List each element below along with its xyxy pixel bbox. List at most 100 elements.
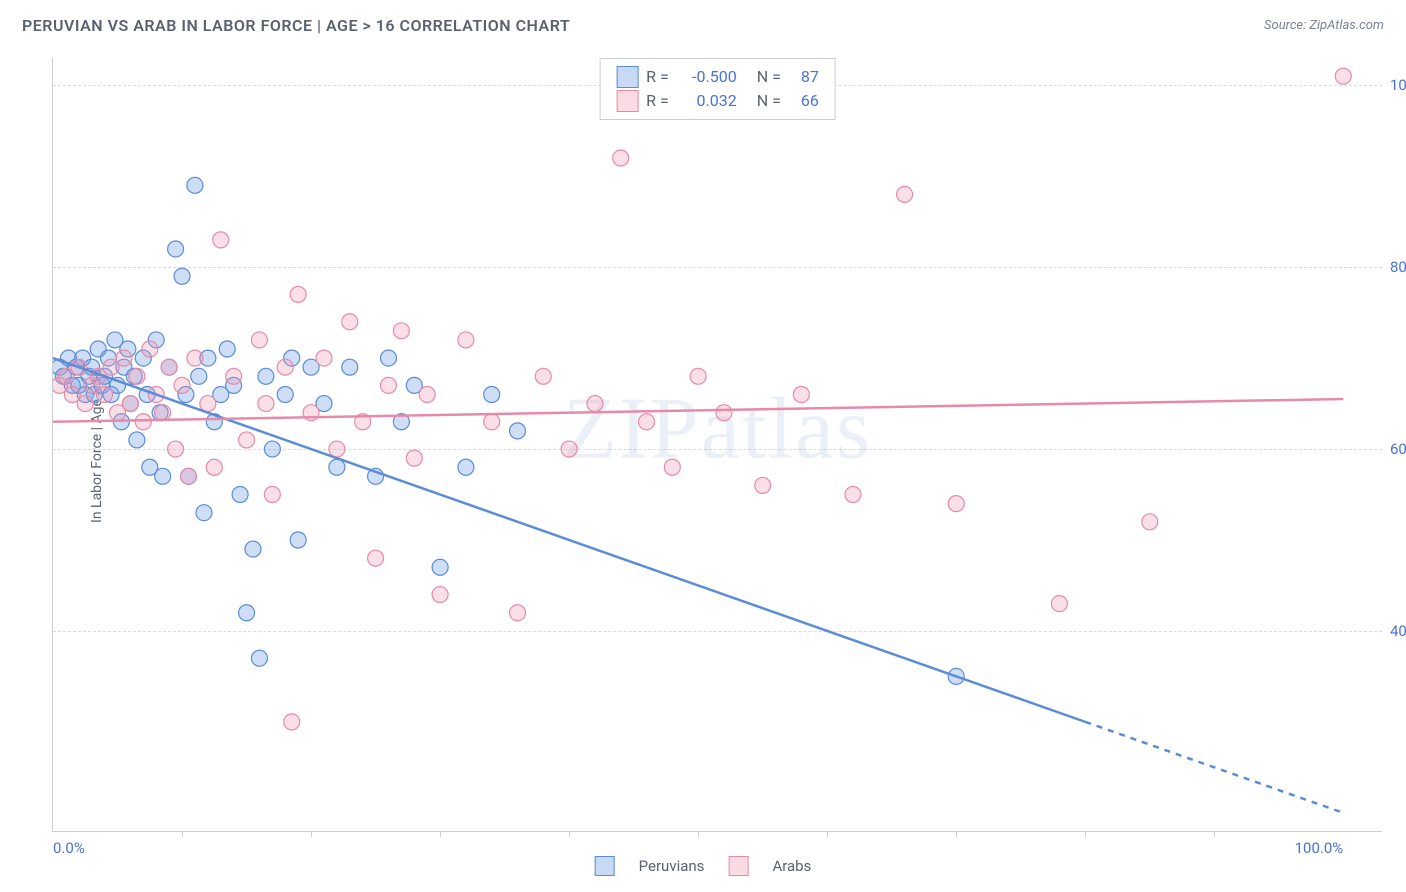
chart-plot-area: ZIPatlas R = -0.500 N = 87 R = 0.032 N =… [52, 58, 1382, 832]
y-tick-label: 60.0% [1390, 440, 1406, 458]
scatter-point [161, 359, 177, 375]
scatter-point [135, 414, 151, 430]
trend-line-dashed [1085, 722, 1343, 813]
scatter-plot-svg [53, 58, 1382, 831]
scatter-point [510, 605, 526, 621]
scatter-point [793, 386, 809, 402]
scatter-point [897, 186, 913, 202]
swatch-peruvian-icon [616, 66, 638, 88]
scatter-point [174, 268, 190, 284]
scatter-point [393, 323, 409, 339]
scatter-point [329, 459, 345, 475]
x-tick-mark [698, 831, 699, 837]
scatter-point [245, 541, 261, 557]
scatter-point [251, 650, 267, 666]
scatter-point [168, 241, 184, 257]
n-label: N = [757, 89, 781, 113]
scatter-point [290, 286, 306, 302]
swatch-peruvian-icon [595, 856, 615, 876]
r-value-peruvian: -0.500 [677, 65, 737, 89]
scatter-point [264, 441, 280, 457]
chart-header: PERUVIAN VS ARAB IN LABOR FORCE | AGE > … [0, 0, 1406, 43]
n-label: N = [757, 65, 781, 89]
scatter-point [251, 332, 267, 348]
x-tick-mark [311, 831, 312, 837]
scatter-point [277, 386, 293, 402]
scatter-point [226, 368, 242, 384]
scatter-point [142, 341, 158, 357]
scatter-point [258, 396, 274, 412]
scatter-point [432, 559, 448, 575]
scatter-point [561, 441, 577, 457]
scatter-point [155, 468, 171, 484]
scatter-point [213, 232, 229, 248]
x-tick-mark [182, 831, 183, 837]
scatter-point [290, 532, 306, 548]
source-credit: Source: ZipAtlas.com [1264, 18, 1384, 33]
scatter-point [690, 368, 706, 384]
x-tick-label: 0.0% [53, 839, 85, 857]
x-tick-mark [569, 831, 570, 837]
scatter-point [1051, 596, 1067, 612]
swatch-arab-icon [728, 856, 748, 876]
scatter-point [258, 368, 274, 384]
series-legend: Peruvians Arabs [595, 856, 812, 876]
x-tick-mark [440, 831, 441, 837]
scatter-point [613, 150, 629, 166]
scatter-point [239, 432, 255, 448]
scatter-point [191, 368, 207, 384]
scatter-point [206, 459, 222, 475]
x-tick-mark [827, 831, 828, 837]
scatter-point [180, 468, 196, 484]
scatter-point [277, 359, 293, 375]
scatter-point [97, 386, 113, 402]
scatter-point [380, 350, 396, 366]
scatter-point [174, 377, 190, 393]
y-tick-label: 80.0% [1390, 258, 1406, 276]
scatter-point [316, 350, 332, 366]
scatter-point [284, 714, 300, 730]
scatter-point [368, 550, 384, 566]
legend-row-arab: R = 0.032 N = 66 [616, 89, 819, 113]
scatter-point [380, 377, 396, 393]
scatter-point [755, 477, 771, 493]
r-label: R = [646, 89, 669, 113]
legend-row-peruvian: R = -0.500 N = 87 [616, 65, 819, 89]
scatter-point [1142, 514, 1158, 530]
scatter-point [1335, 68, 1351, 84]
scatter-point [219, 341, 235, 357]
scatter-point [419, 386, 435, 402]
scatter-point [458, 459, 474, 475]
scatter-point [187, 177, 203, 193]
x-tick-mark [956, 831, 957, 837]
scatter-point [122, 396, 138, 412]
y-tick-label: 40.0% [1390, 622, 1406, 640]
scatter-point [129, 432, 145, 448]
scatter-point [587, 396, 603, 412]
scatter-point [232, 487, 248, 503]
x-tick-label: 100.0% [1295, 839, 1344, 857]
scatter-point [77, 396, 93, 412]
scatter-point [510, 423, 526, 439]
x-tick-mark [1214, 831, 1215, 837]
scatter-point [484, 414, 500, 430]
scatter-point [845, 487, 861, 503]
n-value-peruvian: 87 [789, 65, 819, 89]
scatter-point [155, 405, 171, 421]
scatter-point [406, 450, 422, 466]
scatter-point [664, 459, 680, 475]
scatter-point [129, 368, 145, 384]
n-value-arab: 66 [789, 89, 819, 113]
scatter-point [432, 587, 448, 603]
x-tick-mark [1085, 831, 1086, 837]
scatter-point [639, 414, 655, 430]
scatter-point [458, 332, 474, 348]
y-tick-label: 100.0% [1390, 76, 1406, 94]
legend-label-arab: Arabs [772, 857, 811, 875]
scatter-point [168, 441, 184, 457]
scatter-point [264, 487, 280, 503]
trend-line [53, 399, 1343, 422]
chart-title: PERUVIAN VS ARAB IN LABOR FORCE | AGE > … [22, 16, 570, 35]
r-label: R = [646, 65, 669, 89]
scatter-point [187, 350, 203, 366]
